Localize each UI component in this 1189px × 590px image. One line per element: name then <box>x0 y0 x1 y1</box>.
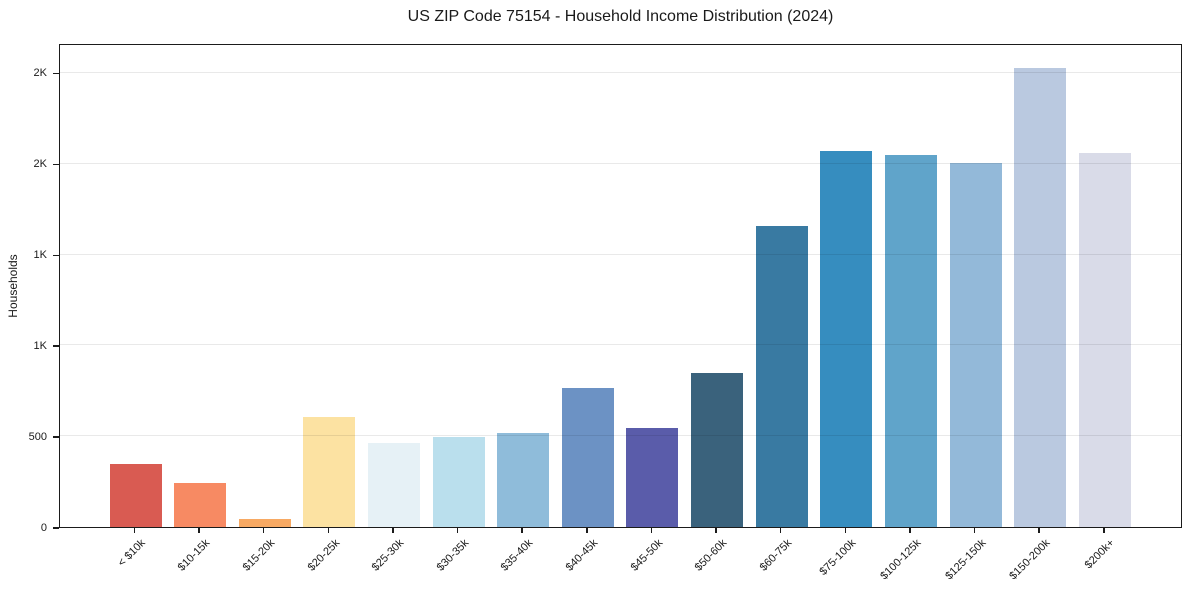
bar-10k <box>109 464 162 527</box>
y-tick-mark <box>53 527 59 529</box>
x-tick-mark <box>715 528 717 533</box>
x-tick-mark <box>650 528 653 533</box>
x-tick-label: $15-20k <box>240 537 278 574</box>
x-tick-label: $100-125k <box>878 537 924 583</box>
x-tick-label: $75-100k <box>817 537 859 578</box>
x-tick-label: $35-40k <box>499 537 536 574</box>
bar-25-30k <box>367 443 420 527</box>
bar-45-50k <box>626 428 679 527</box>
y-tick-mark <box>53 436 59 438</box>
bar-50-60k <box>691 372 744 527</box>
y-tick-label: 500 <box>28 430 47 443</box>
gridline-500 <box>60 435 1181 437</box>
x-tick-label: $10-15k <box>176 537 213 574</box>
x-tick-label: $200k+ <box>1083 537 1118 572</box>
bar-100-125k <box>884 154 937 527</box>
x-tick-mark <box>133 528 136 533</box>
x-tick-label: $125-150k <box>942 537 989 583</box>
x-tick-mark <box>586 528 588 533</box>
x-tick-mark <box>1038 528 1040 533</box>
x-tick-label: $20-25k <box>305 537 342 574</box>
x-tick-label: $40-45k <box>563 537 601 574</box>
bar-20-25k <box>303 417 356 527</box>
x-tick-mark <box>521 528 523 533</box>
y-tick-mark <box>53 254 59 257</box>
x-tick-mark <box>909 528 911 533</box>
bar-10-15k <box>174 483 227 527</box>
gridline-2000 <box>60 162 1181 164</box>
x-tick-label: $60-75k <box>757 537 795 574</box>
bar-200k <box>1078 152 1131 527</box>
bar-15-20k <box>238 518 291 527</box>
x-tick-mark <box>198 528 200 533</box>
gridline-1500 <box>60 253 1181 255</box>
bar-35-40k <box>497 433 550 527</box>
bar-75-100k <box>820 151 873 527</box>
x-tick-label: < $10k <box>115 537 148 570</box>
x-tick-mark <box>392 528 394 533</box>
y-tick-label: 0 <box>40 521 47 534</box>
bar-150-200k <box>1014 67 1067 527</box>
y-tick-label: 1K <box>33 249 47 262</box>
y-axis-label: Households <box>6 254 20 318</box>
chart-title: US ZIP Code 75154 - Household Income Dis… <box>407 8 834 25</box>
x-tick-mark <box>262 528 265 533</box>
bar-125-150k <box>949 162 1002 527</box>
x-tick-mark <box>973 528 976 533</box>
bar-30-35k <box>432 437 485 527</box>
x-tick-label: $45-50k <box>628 537 665 574</box>
gridline-2500 <box>60 71 1181 73</box>
y-tick-mark <box>53 345 59 347</box>
x-tick-mark <box>327 528 330 533</box>
x-tick-label: $50-60k <box>692 537 730 574</box>
x-tick-label: $25-30k <box>369 537 407 574</box>
x-tick-mark <box>779 528 782 533</box>
gridlines-layer <box>60 45 1181 527</box>
x-tick-label: $150-200k <box>1007 537 1053 583</box>
x-tick-mark <box>456 528 459 533</box>
x-tick-mark <box>844 528 847 533</box>
y-tick-label: 2K <box>33 158 47 171</box>
y-tick-label: 1K <box>33 339 47 352</box>
bar-60-75k <box>755 225 808 527</box>
y-tick-mark <box>53 163 59 166</box>
y-tick-mark <box>53 72 59 75</box>
y-tick-label: 2K <box>33 67 47 80</box>
gridline-1000 <box>60 344 1181 346</box>
x-tick-label: $30-35k <box>434 537 472 574</box>
plot-area <box>59 44 1182 528</box>
bar-40-45k <box>561 388 614 527</box>
x-tick-mark <box>1103 528 1105 533</box>
bars-layer <box>60 45 1181 527</box>
